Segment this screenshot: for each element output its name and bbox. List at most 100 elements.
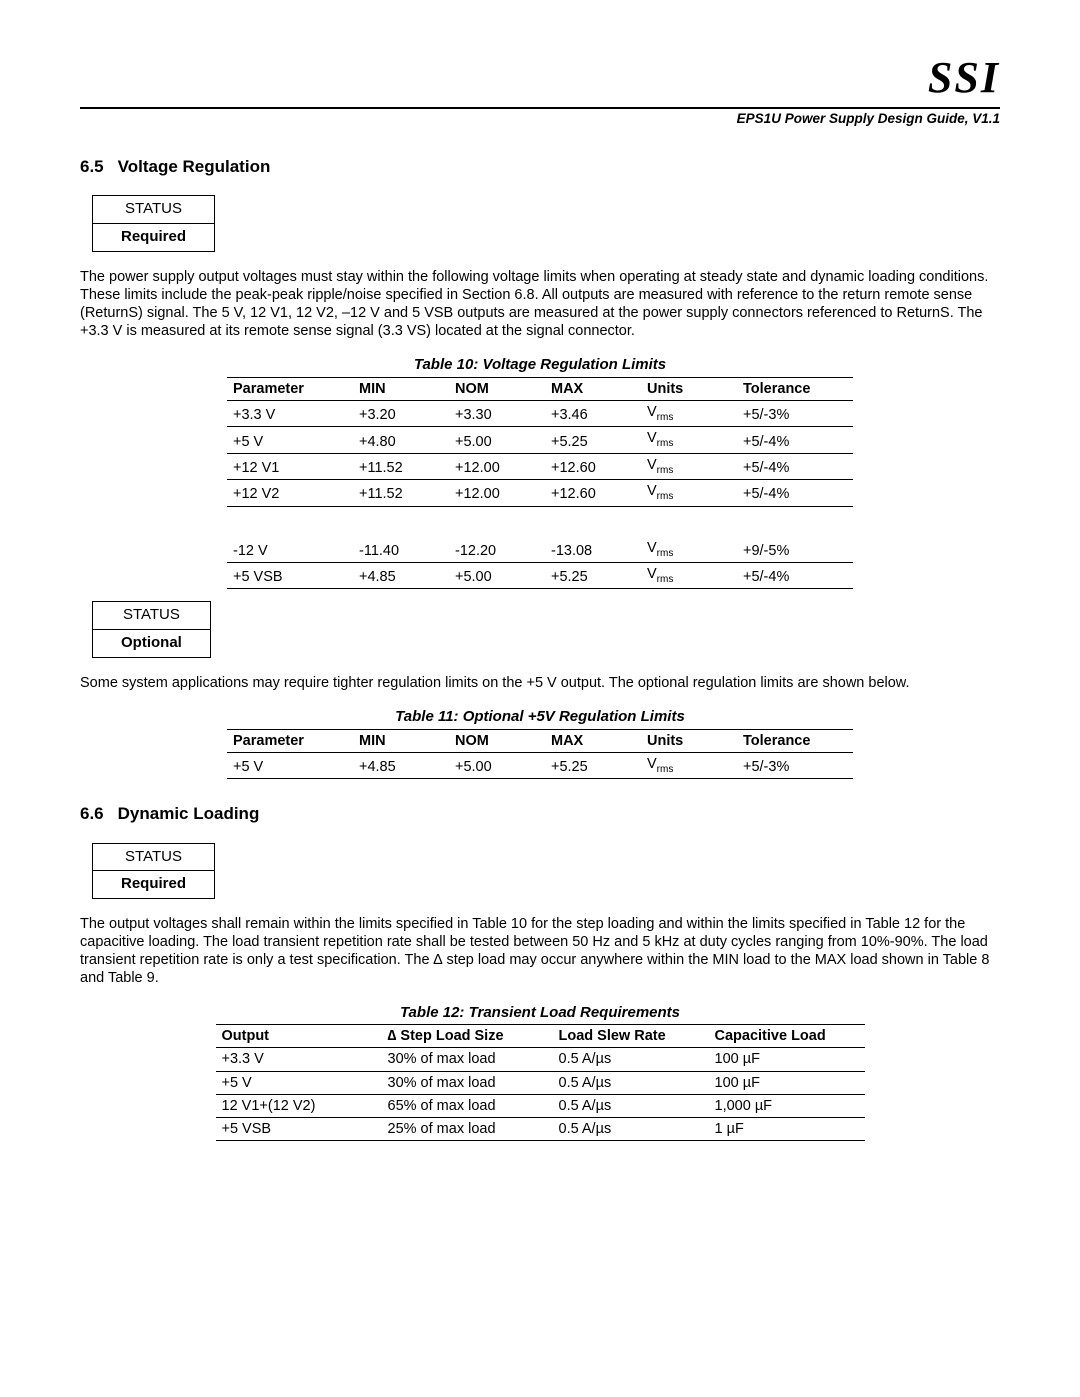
cell-output: 12 V1+(12 V2) — [216, 1094, 382, 1117]
doc-title: EPS1U Power Supply Design Guide, V1.1 — [80, 111, 1000, 128]
col-header: Output — [216, 1025, 382, 1048]
cell-cap: 100 µF — [709, 1071, 865, 1094]
table-optional-5v-limits: ParameterMINNOMMAXUnitsTolerance+5 V+4.8… — [227, 729, 853, 780]
col-header: Parameter — [227, 377, 353, 400]
cell-param: +12 V1 — [227, 453, 353, 479]
col-header: MIN — [353, 377, 449, 400]
col-header: MIN — [353, 729, 449, 752]
cell-tol: +5/-4% — [737, 480, 853, 506]
status-value: Required — [93, 871, 214, 898]
cell-param: +5 V — [227, 752, 353, 778]
cell-units: Vrms — [641, 480, 737, 506]
cell-cap: 1 µF — [709, 1117, 865, 1140]
section-title: Voltage Regulation — [118, 157, 271, 176]
table-row: +5 VSB+4.85+5.00+5.25Vrms+5/-4% — [227, 563, 853, 589]
col-header: Load Slew Rate — [553, 1025, 709, 1048]
table11-caption: Table 11: Optional +5V Regulation Limits — [80, 708, 1000, 727]
cell-tol: +5/-3% — [737, 752, 853, 778]
cell-nom: +3.30 — [449, 401, 545, 427]
col-header: NOM — [449, 729, 545, 752]
cell-nom: +12.00 — [449, 480, 545, 506]
cell-max: +12.60 — [545, 480, 641, 506]
cell-step: 30% of max load — [382, 1048, 553, 1071]
cell-max: +5.25 — [545, 427, 641, 453]
col-header: Parameter — [227, 729, 353, 752]
cell-slew: 0.5 A/µs — [553, 1117, 709, 1140]
cell-units: Vrms — [641, 427, 737, 453]
table-transient-load: Output∆ Step Load SizeLoad Slew RateCapa… — [216, 1024, 865, 1141]
col-header: NOM — [449, 377, 545, 400]
table10-caption: Table 10: Voltage Regulation Limits — [80, 356, 1000, 375]
section65-paragraph: The power supply output voltages must st… — [80, 268, 1000, 341]
cell-min: +3.20 — [353, 401, 449, 427]
cell-output: +5 V — [216, 1071, 382, 1094]
cell-nom: +5.00 — [449, 752, 545, 778]
cell-units: Vrms — [641, 537, 737, 563]
cell-step: 65% of max load — [382, 1094, 553, 1117]
table-row: +12 V2+11.52+12.00+12.60Vrms+5/-4% — [227, 480, 853, 506]
cell-max: +5.25 — [545, 752, 641, 778]
cell-tol: +5/-4% — [737, 427, 853, 453]
cell-slew: 0.5 A/µs — [553, 1048, 709, 1071]
cell-slew: 0.5 A/µs — [553, 1071, 709, 1094]
cell-tol: +9/-5% — [737, 537, 853, 563]
cell-param: +5 VSB — [227, 563, 353, 589]
table-voltage-regulation-limits: ParameterMINNOMMAXUnitsTolerance+3.3 V+3… — [227, 377, 853, 590]
section-heading-66: 6.6 Dynamic Loading — [80, 803, 1000, 824]
table-row: 12 V1+(12 V2)65% of max load0.5 A/µs1,00… — [216, 1094, 865, 1117]
cell-min: +4.85 — [353, 752, 449, 778]
status-box-required: STATUS Required — [92, 195, 215, 252]
table12-caption: Table 12: Transient Load Requirements — [80, 1004, 1000, 1023]
cell-output: +3.3 V — [216, 1048, 382, 1071]
cell-min: +4.85 — [353, 563, 449, 589]
col-header: Tolerance — [737, 377, 853, 400]
cell-max: +5.25 — [545, 563, 641, 589]
cell-step: 25% of max load — [382, 1117, 553, 1140]
status-label: STATUS — [93, 196, 214, 224]
cell-param: +5 V — [227, 427, 353, 453]
table-row: +3.3 V30% of max load0.5 A/µs100 µF — [216, 1048, 865, 1071]
cell-slew: 0.5 A/µs — [553, 1094, 709, 1117]
section-num: 6.6 — [80, 804, 104, 823]
status-label: STATUS — [93, 602, 210, 630]
section-title: Dynamic Loading — [118, 804, 260, 823]
section-num: 6.5 — [80, 157, 104, 176]
col-header: Tolerance — [737, 729, 853, 752]
cell-cap: 100 µF — [709, 1048, 865, 1071]
header-rule — [80, 107, 1000, 109]
cell-min: -11.40 — [353, 537, 449, 563]
table-row: +5 V+4.85+5.00+5.25Vrms+5/-3% — [227, 752, 853, 778]
status-value: Required — [93, 224, 214, 251]
table-row: +12 V1+11.52+12.00+12.60Vrms+5/-4% — [227, 453, 853, 479]
logo: SSI — [80, 50, 1000, 105]
table-row: +5 VSB25% of max load0.5 A/µs1 µF — [216, 1117, 865, 1140]
table-row: +5 V30% of max load0.5 A/µs100 µF — [216, 1071, 865, 1094]
table-row: +5 V+4.80+5.00+5.25Vrms+5/-4% — [227, 427, 853, 453]
col-header: Units — [641, 729, 737, 752]
cell-output: +5 VSB — [216, 1117, 382, 1140]
cell-units: Vrms — [641, 563, 737, 589]
cell-min: +11.52 — [353, 480, 449, 506]
status-value: Optional — [93, 630, 210, 657]
cell-nom: -12.20 — [449, 537, 545, 563]
col-header: Units — [641, 377, 737, 400]
col-header: MAX — [545, 729, 641, 752]
cell-units: Vrms — [641, 752, 737, 778]
cell-cap: 1,000 µF — [709, 1094, 865, 1117]
status-box-required-66: STATUS Required — [92, 843, 215, 900]
cell-min: +4.80 — [353, 427, 449, 453]
cell-step: 30% of max load — [382, 1071, 553, 1094]
table-row-gap — [227, 506, 853, 537]
cell-units: Vrms — [641, 453, 737, 479]
table-row: -12 V-11.40-12.20-13.08Vrms+9/-5% — [227, 537, 853, 563]
section66-paragraph: The output voltages shall remain within … — [80, 915, 1000, 988]
status-box-optional: STATUS Optional — [92, 601, 211, 658]
cell-param: +3.3 V — [227, 401, 353, 427]
status-label: STATUS — [93, 844, 214, 872]
cell-nom: +5.00 — [449, 563, 545, 589]
table-row: +3.3 V+3.20+3.30+3.46Vrms+5/-3% — [227, 401, 853, 427]
cell-nom: +5.00 — [449, 427, 545, 453]
cell-tol: +5/-4% — [737, 453, 853, 479]
optional-paragraph: Some system applications may require tig… — [80, 674, 1000, 692]
col-header: Capacitive Load — [709, 1025, 865, 1048]
